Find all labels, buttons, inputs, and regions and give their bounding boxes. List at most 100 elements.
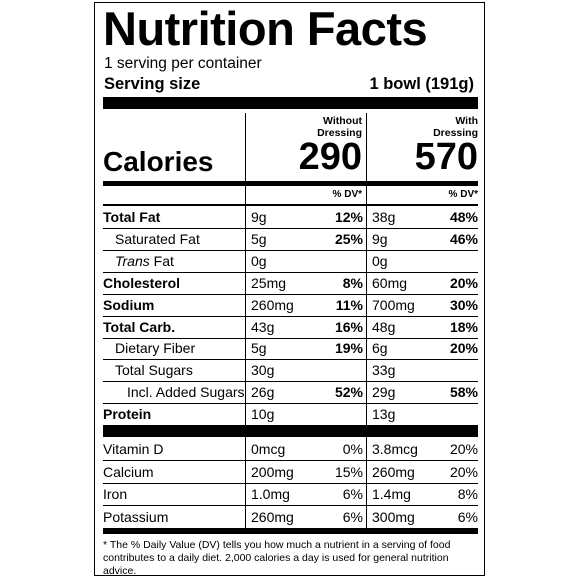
nutrient-name: Total Carb. [103, 319, 176, 335]
thick-divider [103, 97, 478, 109]
nutrient-name: Incl. Added Sugars [127, 384, 245, 400]
row-rule [103, 338, 478, 339]
col2-dv: 46% [449, 231, 478, 247]
col2-amount: 9g [372, 231, 388, 247]
col1-amount: 9g [251, 209, 267, 225]
col2-dv: 6% [457, 509, 478, 525]
col2-dv: 58% [449, 384, 478, 400]
footnote: * The % Daily Value (DV) tells you how m… [103, 539, 451, 577]
row-rule [103, 483, 478, 484]
label-title: Nutrition Facts [103, 2, 428, 55]
vitamin-row: Vitamin D 0mcg 0% 3.8mcg 20% [103, 439, 478, 460]
medium-divider [103, 529, 478, 534]
nutrient-name: Trans Fat [115, 253, 174, 269]
nutrient-name-rest: Fat [149, 253, 174, 269]
col2-header: With Dressing [433, 115, 478, 139]
nutrient-name: Vitamin D [103, 441, 164, 457]
nutrient-name: Sodium [103, 297, 155, 313]
col2-dv: 8% [457, 486, 478, 502]
col2-dv: 20% [449, 275, 478, 291]
row-rule [103, 505, 478, 506]
thick-divider [103, 425, 478, 437]
servings-per-container: 1 serving per container [104, 55, 262, 72]
row-rule [103, 272, 478, 273]
col2-dv: 20% [449, 464, 478, 480]
nutrient-row: Saturated Fat 5g 25% 9g 46% [103, 229, 478, 250]
nutrient-name: Total Fat [103, 209, 161, 225]
nutrient-row: Total Carb. 43g 16% 48g 18% [103, 317, 478, 338]
medium-divider [103, 181, 478, 186]
serving-size-label: Serving size [104, 75, 201, 93]
row-rule [103, 381, 478, 382]
col2-dv: 48% [449, 209, 478, 225]
col2-amount: 260mg [372, 464, 415, 480]
col1-amount: 5g [251, 340, 267, 356]
nutrient-row: Sodium 260mg 11% 700mg 30% [103, 295, 478, 316]
nutrient-name: Potassium [103, 509, 169, 525]
col2-dv: 20% [449, 340, 478, 356]
col1-dv: 15% [334, 464, 363, 480]
col1-amount: 260mg [251, 297, 294, 313]
col2-amount: 29g [372, 384, 396, 400]
col1-amount: 5g [251, 231, 267, 247]
col1-dv: 0% [342, 441, 363, 457]
thin-divider [103, 204, 478, 206]
col1-amount: 0mcg [251, 441, 286, 457]
nutrient-name: Saturated Fat [115, 231, 200, 247]
col2-amount: 1.4mg [372, 486, 411, 502]
nutrient-name: Iron [103, 486, 128, 502]
calories-col2: 570 [414, 136, 478, 178]
col2-header-line: Dressing [433, 127, 478, 139]
nutrient-row: Total Sugars 30g 33g [103, 360, 478, 381]
nutrient-row: Total Fat 9g 12% 38g 48% [103, 207, 478, 228]
row-rule [103, 460, 478, 461]
col2-header-line: With [455, 115, 478, 127]
nutrient-row: Trans Fat 0g 0g [103, 251, 478, 272]
nutrient-name: Dietary Fiber [115, 340, 196, 356]
col2-dv: 18% [449, 319, 478, 335]
col1-dv: 16% [334, 319, 363, 335]
col1-dv: 25% [334, 231, 363, 247]
dv-header-col2: % DV* [448, 189, 478, 200]
row-rule [103, 403, 478, 404]
col2-amount: 38g [372, 209, 396, 225]
col1-dv: 19% [334, 340, 363, 356]
col2-amount: 13g [372, 406, 396, 422]
row-rule [103, 359, 478, 360]
col1-dv: 12% [334, 209, 363, 225]
column-divider [366, 113, 367, 533]
nutrient-row: Protein 10g 13g [103, 404, 478, 425]
col2-amount: 0g [372, 253, 388, 269]
col2-amount: 60mg [372, 275, 408, 291]
col1-amount: 25mg [251, 275, 287, 291]
col2-amount: 48g [372, 319, 396, 335]
nutrient-name: Total Sugars [115, 362, 193, 378]
col1-dv: 52% [334, 384, 363, 400]
row-rule [103, 528, 478, 529]
nutrient-row: Incl. Added Sugars 26g 52% 29g 58% [103, 382, 478, 403]
nutrient-row: Cholesterol 25mg 8% 60mg 20% [103, 273, 478, 294]
column-divider [245, 113, 246, 533]
col1-header-line: Dressing [317, 127, 362, 139]
col2-amount: 300mg [372, 509, 415, 525]
col1-amount: 260mg [251, 509, 294, 525]
row-rule [103, 316, 478, 317]
calories-label: Calories [103, 146, 214, 177]
serving-size-value: 1 bowl (191g) [369, 75, 474, 93]
row-rule [103, 250, 478, 251]
dv-header-col1: % DV* [332, 189, 362, 200]
nutrient-name: Cholesterol [103, 275, 181, 291]
col1-amount: 30g [251, 362, 275, 378]
vitamin-row: Calcium 200mg 15% 260mg 20% [103, 462, 478, 483]
row-rule [103, 294, 478, 295]
col1-dv: 6% [342, 509, 363, 525]
col1-header: Without Dressing [317, 115, 362, 139]
col2-dv: 20% [449, 441, 478, 457]
col2-amount: 700mg [372, 297, 415, 313]
col2-amount: 6g [372, 340, 388, 356]
col1-header-line: Without [323, 115, 362, 127]
calories-col1: 290 [298, 136, 362, 178]
col1-dv: 8% [342, 275, 363, 291]
row-rule [103, 228, 478, 229]
col2-amount: 33g [372, 362, 396, 378]
